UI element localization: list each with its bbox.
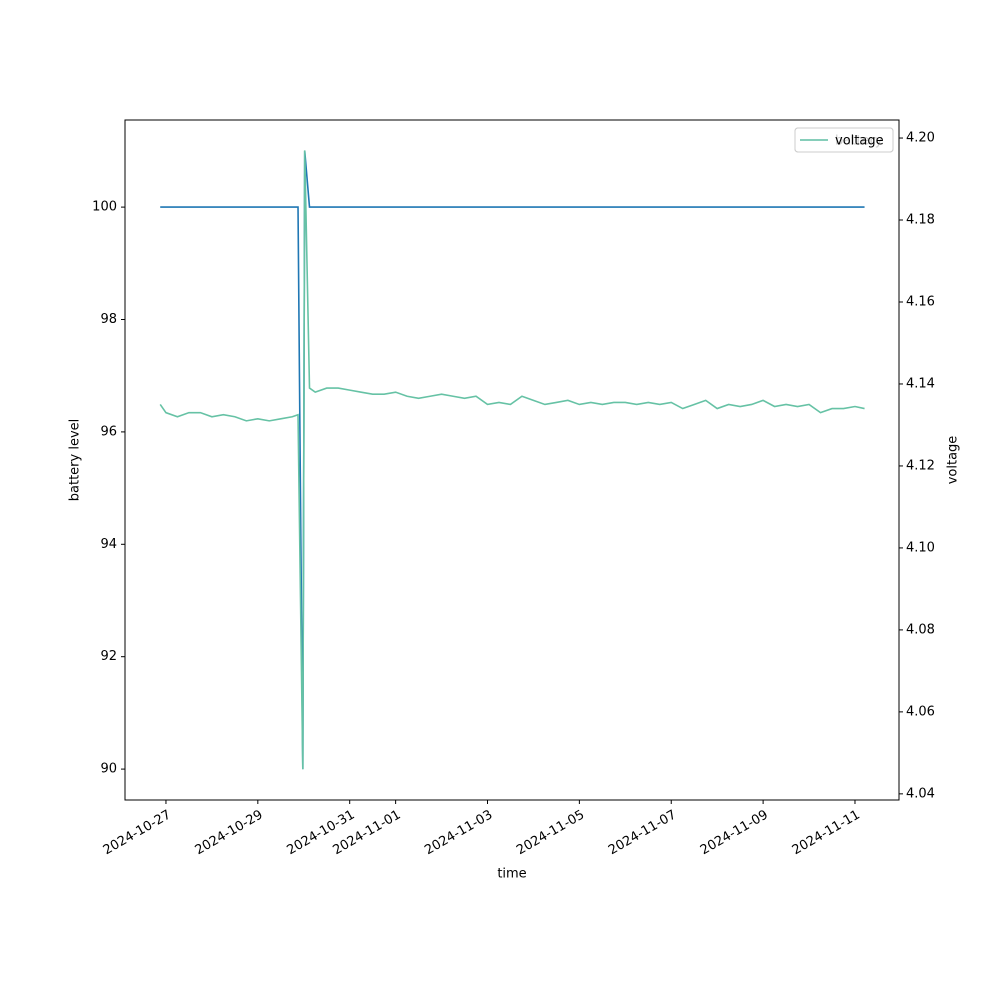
y-tick-label: 96 xyxy=(100,424,117,439)
y-tick-label: 90 xyxy=(100,762,117,777)
y-tick-label: 94 xyxy=(100,537,117,552)
y2-axis-label: voltage xyxy=(946,436,961,485)
legend-box xyxy=(794,127,894,153)
y2-tick-label: 4.20 xyxy=(906,131,935,146)
y2-tick-label: 4.04 xyxy=(906,786,935,801)
y2-tick-label: 4.06 xyxy=(906,704,935,719)
y2-tick-label: 4.10 xyxy=(906,540,935,555)
plot-frame xyxy=(124,119,900,801)
y-axis-label: battery level xyxy=(68,419,83,502)
y-tick-label: 92 xyxy=(100,649,117,664)
y2-tick-label: 4.08 xyxy=(906,622,935,637)
y2-tick-label: 4.14 xyxy=(906,376,935,391)
y2-tick-label: 4.18 xyxy=(906,213,935,228)
y2-tick-label: 4.12 xyxy=(906,458,935,473)
legend-label: voltage xyxy=(835,134,884,149)
series-line xyxy=(159,150,865,770)
x-axis-label: time xyxy=(497,867,526,882)
y-tick-label: 100 xyxy=(92,200,117,215)
y-tick-label: 98 xyxy=(100,312,117,327)
y2-tick-label: 4.16 xyxy=(906,294,935,309)
